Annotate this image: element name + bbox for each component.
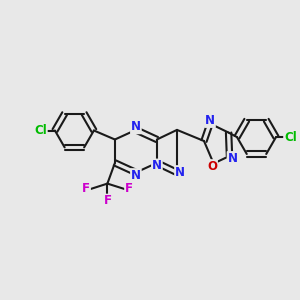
- Text: F: F: [82, 182, 90, 196]
- Text: O: O: [207, 160, 217, 173]
- Text: N: N: [131, 169, 141, 182]
- Text: N: N: [152, 159, 162, 172]
- Text: N: N: [227, 152, 238, 165]
- Text: Cl: Cl: [34, 124, 47, 137]
- Text: N: N: [175, 166, 185, 179]
- Text: N: N: [205, 114, 215, 127]
- Text: Cl: Cl: [284, 130, 297, 144]
- Text: F: F: [103, 194, 111, 208]
- Text: N: N: [131, 120, 141, 134]
- Text: F: F: [125, 182, 133, 196]
